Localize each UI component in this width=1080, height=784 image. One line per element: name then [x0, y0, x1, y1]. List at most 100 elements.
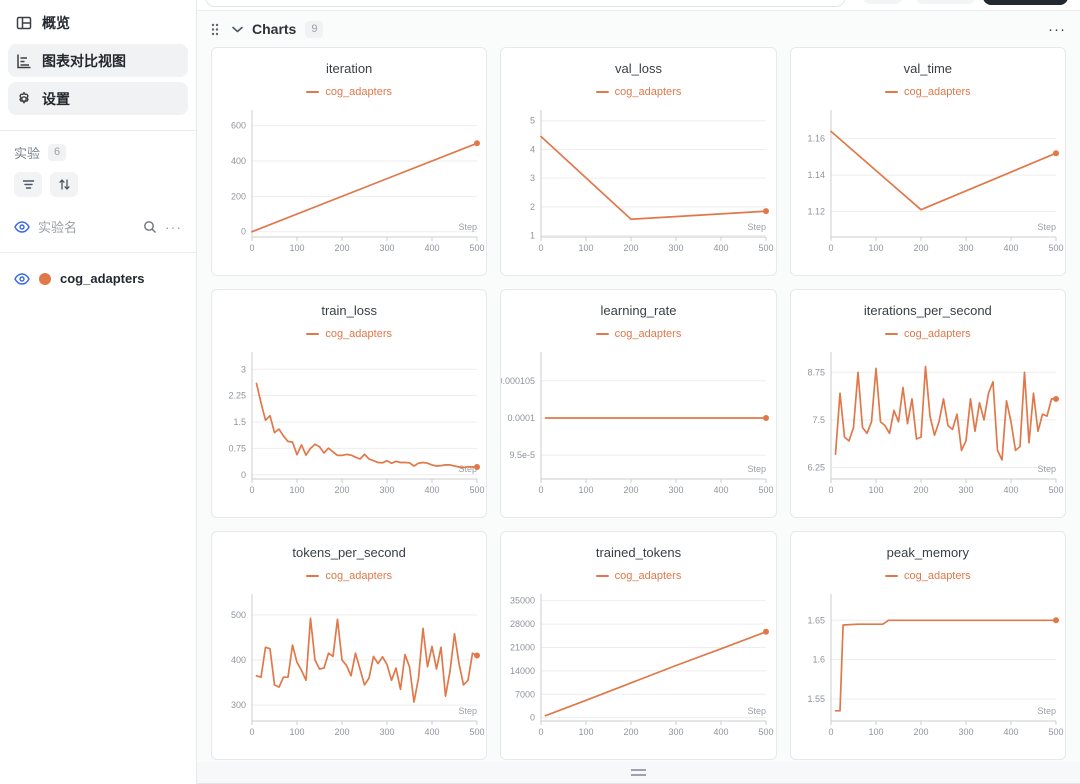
chart-title: val_time — [903, 61, 953, 76]
legend-dash-icon — [595, 575, 609, 577]
legend-label: cog_adapters — [614, 86, 682, 98]
legend-label: cog_adapters — [614, 570, 682, 582]
chart-plot: 1.55 1.6 1.65 0 100 200 300 400 500 Step — [807, 594, 1063, 737]
chart-title: iteration — [326, 61, 373, 76]
topbar-primary-button[interactable] — [983, 0, 1068, 5]
chart-card[interactable]: train_loss cog_adapters 0 0.75 1.5 2.25 3 0 10… — [211, 289, 488, 518]
filter-button[interactable] — [14, 172, 42, 197]
experiments-more-button[interactable]: ··· — [165, 218, 182, 235]
svg-text:400: 400 — [714, 727, 729, 737]
svg-text:400: 400 — [714, 243, 729, 253]
search-input[interactable] — [205, 0, 846, 7]
chart-legend: cog_adapters — [501, 569, 775, 583]
drag-handle-icon[interactable] — [211, 23, 219, 36]
svg-text:0.0001: 0.0001 — [508, 413, 536, 423]
svg-text:500: 500 — [759, 243, 774, 253]
svg-text:Step: Step — [1037, 706, 1056, 716]
svg-text:1.5: 1.5 — [233, 417, 246, 427]
chart-card[interactable]: val_time cog_adapters 1.12 1.14 1.16 0 100 20… — [789, 47, 1066, 276]
svg-text:500: 500 — [469, 485, 484, 495]
svg-text:0: 0 — [241, 227, 246, 237]
svg-text:7.5: 7.5 — [812, 415, 825, 425]
charts-panel-header: Charts 9 ··· — [211, 11, 1066, 47]
chart-legend: cog_adapters — [791, 85, 1065, 99]
legend-label: cog_adapters — [325, 328, 392, 340]
svg-text:500: 500 — [469, 243, 484, 253]
svg-text:100: 100 — [579, 243, 594, 253]
svg-text:300: 300 — [958, 485, 973, 495]
svg-text:200: 200 — [913, 485, 928, 495]
svg-text:300: 300 — [958, 727, 973, 737]
experiment-visibility-button[interactable] — [14, 272, 30, 285]
chart-title: trained_tokens — [595, 545, 682, 560]
panel-resize-handle[interactable] — [631, 769, 646, 776]
svg-text:0: 0 — [828, 243, 833, 253]
search-button[interactable] — [143, 220, 157, 234]
chart-card[interactable]: iteration cog_adapters 0 200 400 600 0 100 200… — [211, 47, 488, 276]
chart-compare-icon — [17, 54, 31, 68]
svg-text:21000: 21000 — [510, 642, 535, 652]
svg-text:400: 400 — [424, 485, 439, 495]
sidebar-item-chart-compare[interactable]: 图表对比视图 — [8, 44, 188, 77]
experiment-name-column-header: 实验名 — [38, 220, 78, 235]
svg-text:6.25: 6.25 — [807, 463, 825, 473]
svg-text:28000: 28000 — [510, 619, 535, 629]
topbar — [197, 0, 1080, 10]
sidebar-item-label: 概览 — [42, 14, 70, 31]
svg-text:0: 0 — [539, 727, 544, 737]
legend-label: cog_adapters — [903, 570, 971, 582]
chart-card[interactable]: iterations_per_second cog_adapters 6.25 7… — [789, 289, 1066, 518]
chart-card[interactable]: trained_tokens cog_adapters 0 7000 14000 21… — [500, 531, 777, 760]
legend-label: cog_adapters — [325, 570, 392, 582]
svg-text:3: 3 — [241, 364, 246, 374]
svg-text:100: 100 — [289, 727, 304, 737]
sort-button[interactable] — [50, 172, 78, 197]
settings-gear-icon — [19, 91, 29, 103]
charts-panel-more-button[interactable]: ··· — [1048, 20, 1066, 38]
chart-card[interactable]: tokens_per_second cog_adapters 300 400 500… — [211, 531, 488, 760]
svg-text:500: 500 — [469, 727, 484, 737]
toggle-all-visibility-button[interactable] — [14, 220, 30, 233]
chart-legend: cog_adapters — [791, 327, 1065, 341]
divider — [0, 130, 196, 131]
chart-legend: cog_adapters — [501, 327, 775, 341]
collapse-chevron-icon[interactable] — [232, 26, 243, 33]
eye-icon — [14, 220, 30, 233]
svg-text:Step: Step — [1037, 222, 1056, 232]
svg-text:0: 0 — [539, 243, 544, 253]
svg-text:Step: Step — [458, 222, 477, 232]
svg-text:0: 0 — [249, 727, 254, 737]
chart-card[interactable]: learning_rate cog_adapters 9.5e-5 0.0001 0… — [500, 289, 777, 518]
svg-text:300: 300 — [669, 727, 684, 737]
svg-text:300: 300 — [669, 243, 684, 253]
legend-dash-icon — [884, 91, 898, 93]
svg-text:500: 500 — [231, 610, 246, 620]
svg-text:5: 5 — [530, 116, 535, 126]
sidebar-item-overview[interactable]: 概览 — [8, 6, 188, 39]
svg-text:300: 300 — [379, 727, 394, 737]
svg-text:3: 3 — [530, 173, 535, 183]
svg-text:200: 200 — [334, 485, 349, 495]
experiment-row[interactable]: cog_adapters — [0, 261, 196, 296]
svg-text:300: 300 — [379, 243, 394, 253]
svg-text:1: 1 — [530, 231, 535, 241]
topbar-button-1[interactable] — [862, 0, 903, 4]
topbar-button-2[interactable] — [915, 0, 976, 4]
svg-text:200: 200 — [624, 243, 639, 253]
sidebar-item-settings[interactable]: 设置 — [8, 82, 188, 115]
svg-text:400: 400 — [1003, 485, 1018, 495]
chart-card[interactable]: val_loss cog_adapters 1 2 3 4 5 0 100 200 300 400… — [500, 47, 777, 276]
chart-plot: 1.12 1.14 1.16 0 100 200 300 400 500 Step — [807, 110, 1063, 253]
svg-text:0: 0 — [828, 727, 833, 737]
svg-text:1.12: 1.12 — [807, 207, 825, 217]
chart-plot: 1 2 3 4 5 0 100 200 300 400 500 Step — [530, 110, 774, 253]
chart-card[interactable]: peak_memory cog_adapters 1.55 1.6 1.65 0 100… — [789, 531, 1066, 760]
svg-text:200: 200 — [624, 727, 639, 737]
svg-text:1.16: 1.16 — [807, 134, 825, 144]
sidebar-nav: 概览 图表对比视图 设置 — [0, 0, 196, 122]
svg-text:400: 400 — [1003, 243, 1018, 253]
legend-label: cog_adapters — [325, 86, 392, 98]
sidebar-item-label: 图表对比视图 — [42, 52, 126, 69]
svg-text:8.75: 8.75 — [807, 367, 825, 377]
svg-text:35000: 35000 — [510, 596, 535, 606]
